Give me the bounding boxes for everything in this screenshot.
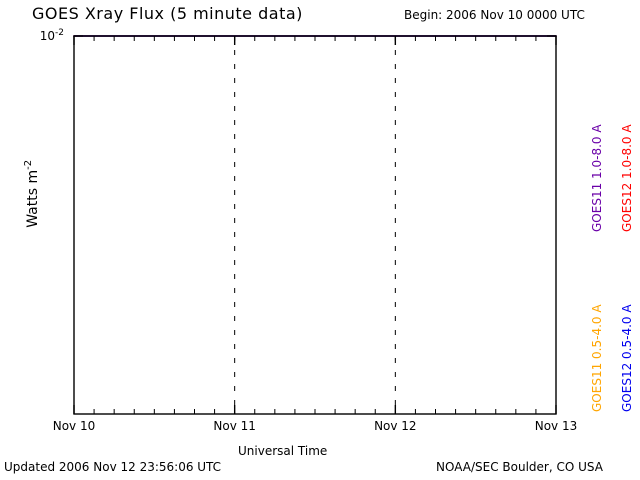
x-tick-label-nov-11: Nov 11 (213, 419, 256, 433)
legend-item-2: GOES11 0.5-4.0 A (590, 304, 604, 412)
y-tick-label-10-2: 10-2 (39, 28, 64, 43)
y-axis-label: Watts m-2 (23, 134, 41, 254)
x-axis-label: Universal Time (238, 444, 328, 458)
y-axis-label-text: Watts m (24, 169, 41, 228)
axis-ticks (73, 35, 557, 414)
legend-item-3: GOES12 0.5-4.0 A (620, 304, 634, 412)
day-boundary-lines (234, 36, 396, 414)
legend-item-1: GOES12 1.0-8.0 A (620, 124, 634, 232)
updated-timestamp: Updated 2006 Nov 12 23:56:06 UTC (4, 460, 222, 474)
begin-time-label: Begin: 2006 Nov 10 0000 UTC (404, 8, 585, 22)
plot-frame (73, 35, 557, 415)
x-tick-label-nov-13: Nov 13 (534, 419, 578, 433)
agency-credit: NOAA/SEC Boulder, CO USA (436, 460, 603, 474)
page-title: GOES Xray Flux (5 minute data) (32, 4, 303, 23)
legend-item-0: GOES11 1.0-8.0 A (590, 124, 604, 232)
x-tick-label-nov-10: Nov 10 (52, 419, 96, 433)
y-axis-label-exponent: -2 (23, 159, 35, 170)
x-tick-label-nov-12: Nov 12 (374, 419, 417, 433)
